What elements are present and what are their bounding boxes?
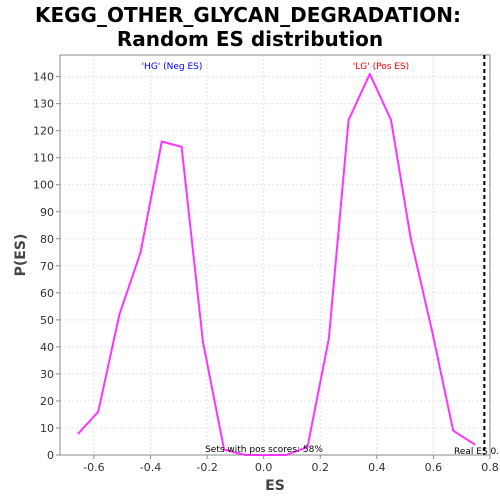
es-data-point (160, 140, 163, 143)
chart-title-line-2: Random ES distribution (117, 27, 383, 51)
y-tick-label: 70 (40, 260, 54, 273)
y-tick-label: 50 (40, 314, 54, 327)
es-data-point (327, 337, 330, 340)
es-data-point (306, 445, 309, 448)
x-tick-label: 0.6 (425, 461, 443, 474)
es-data-point (77, 432, 80, 435)
annotation-layer: 'HG' (Neg ES) 'LG' (Pos ES) Sets with pos … (142, 55, 499, 457)
y-tick-label: 100 (33, 179, 54, 192)
x-tick-label: -0.4 (140, 461, 161, 474)
es-distribution-line (77, 72, 475, 456)
y-tick-label: 10 (40, 422, 54, 435)
y-axis-title: P(ES) (13, 234, 29, 277)
es-data-point (285, 454, 288, 456)
y-tick-label: 80 (40, 233, 54, 246)
es-data-point (201, 340, 204, 343)
y-tick-label: 40 (40, 341, 54, 354)
y-tick-label: 90 (40, 206, 54, 219)
y-tick-label: 30 (40, 368, 54, 381)
chart-title-line-1: KEGG_OTHER_GLYCAN_DEGRADATION: (35, 3, 461, 27)
es-data-point (431, 329, 434, 332)
neg-es-label: 'HG' (Neg ES) (142, 62, 203, 72)
es-data-point (139, 251, 142, 254)
es-data-point (347, 118, 350, 121)
series-layer (77, 72, 476, 456)
pos-scores-label: Sets with pos scores: 58% (205, 445, 323, 455)
es-data-point (368, 72, 371, 75)
real-es-label: Real ES 0. (454, 447, 499, 457)
pos-es-label: 'LG' (Pos ES) (353, 62, 409, 72)
x-tick-label: -0.6 (83, 461, 104, 474)
y-tick-label: 130 (33, 98, 54, 111)
es-data-point (409, 237, 412, 240)
x-tick-label: 0.2 (312, 461, 330, 474)
x-axis-title: ES (265, 478, 285, 494)
x-tick-label: -0.2 (196, 461, 217, 474)
x-tick-label: 0.8 (481, 461, 499, 474)
es-data-point (473, 443, 476, 446)
es-data-point (97, 410, 100, 413)
plot-area-frame (59, 54, 491, 456)
es-data-point (389, 118, 392, 121)
es-data-point (118, 313, 121, 316)
y-tick-label: 120 (33, 125, 54, 138)
y-tick-label: 140 (33, 71, 54, 84)
es-data-point (223, 448, 226, 451)
y-tick-label: 0 (47, 449, 54, 462)
y-tick-label: 20 (40, 395, 54, 408)
x-tick-label: 0.4 (368, 461, 386, 474)
es-data-point (452, 429, 455, 432)
es-data-point (180, 145, 183, 148)
grid-layer (60, 55, 491, 456)
es-data-point (244, 454, 247, 456)
es-data-point (265, 454, 268, 456)
y-tick-label: 110 (33, 152, 54, 165)
tick-layer: -0.6 -0.4 -0.2 0.0 0.2 0.4 0.6 0.8 0 10 20 30 40 50 60… (33, 71, 499, 474)
y-tick-label: 60 (40, 287, 54, 300)
x-tick-label: 0.0 (255, 461, 273, 474)
